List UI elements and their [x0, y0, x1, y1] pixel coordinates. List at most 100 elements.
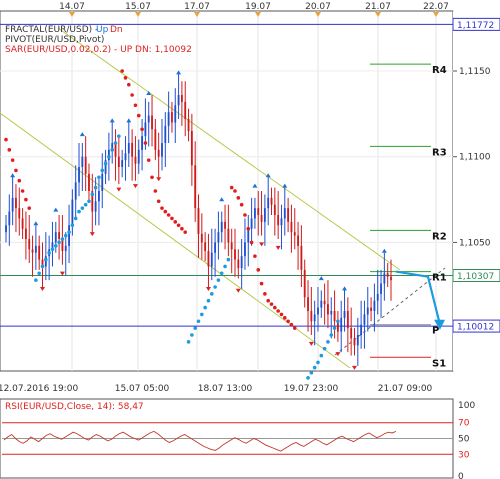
candle-body [177, 95, 180, 106]
candle-body [353, 338, 356, 346]
sar-dot [143, 141, 148, 145]
candle-body [273, 204, 276, 215]
pivot-label: R2 [432, 231, 447, 242]
candle-body [267, 197, 270, 209]
fractal-down-marker [89, 232, 95, 237]
pivot-label: P [432, 326, 439, 337]
sar-dot [44, 257, 48, 262]
fractal-up-marker [252, 183, 258, 188]
sar-dot [273, 305, 277, 310]
rsi-title: RSI(EUR/USD,Close, 14): 58,47 [5, 402, 144, 412]
sar-dots [4, 69, 340, 380]
forecast-arrow [395, 270, 445, 330]
price-label-box [452, 319, 500, 333]
sar-dot [292, 326, 297, 330]
price-label-box [452, 269, 500, 283]
sar-dot [24, 197, 28, 202]
candle-body [171, 112, 173, 123]
candle-body [290, 221, 293, 233]
candle-body [94, 201, 97, 212]
candle-body [71, 199, 74, 226]
sar-dot [34, 278, 38, 282]
candle-body [58, 232, 61, 239]
sar-dot [176, 223, 181, 228]
sar-dot [193, 326, 197, 330]
candle-body [386, 273, 389, 277]
candle-body [380, 283, 382, 294]
sar-dot [63, 233, 68, 238]
bottom-time-label: 15.07 05:00 [115, 384, 170, 394]
fractal-down-marker [59, 271, 65, 276]
sar-dot [40, 264, 45, 269]
price-panel [0, 10, 454, 372]
candle-body [293, 232, 296, 236]
candle-body [297, 235, 299, 246]
rsi-line [3, 430, 397, 452]
candle-body [260, 215, 263, 222]
sar-dot [306, 376, 310, 380]
candle-body [336, 321, 339, 332]
candle-body [270, 197, 273, 205]
candle-body [81, 156, 84, 167]
candle-body [210, 252, 213, 267]
candle-body [11, 197, 14, 212]
candle-body [180, 95, 183, 102]
sar-dot [57, 240, 61, 245]
fractal-up-marker [342, 286, 348, 291]
sar-dot [123, 76, 128, 80]
candle-body [253, 208, 256, 219]
sar-dot [163, 209, 168, 214]
fractal-markers [10, 70, 387, 370]
candle-body [350, 328, 353, 339]
sar-dot [103, 161, 108, 166]
bottom-time-axis: 12.07.2016 19:00 15.07 05:00 18.07 13:00 19… [0, 384, 433, 394]
sar-dot [309, 370, 314, 375]
candle-body [356, 335, 359, 346]
price-labels: 1,11772 1,10307 1,10012 [452, 17, 500, 333]
legend-sar: SAR(EUR/USD,0.02,0.2) - UP DN: 1,10092 [5, 45, 192, 55]
candle-body [227, 228, 230, 243]
candle-body [240, 256, 243, 269]
sar-dot [7, 148, 12, 152]
rsi-tick-label: 100 [458, 401, 475, 411]
candle-body [250, 218, 253, 229]
sar-dot [269, 302, 274, 306]
fractal-up-marker [381, 248, 387, 253]
sar-dot [83, 202, 88, 207]
candle-body [111, 143, 114, 150]
sar-dot [93, 185, 98, 190]
indicator-legend: FRACTAL(EUR/USD) - Up Dn PIVOT(EUR/USD,P… [5, 25, 192, 55]
sar-dot [70, 223, 75, 228]
sar-dot [203, 305, 207, 310]
sar-dot [60, 237, 65, 241]
candle-body [104, 160, 107, 174]
sar-dot [336, 319, 340, 324]
sar-dot [87, 199, 91, 204]
candle-body [127, 143, 130, 154]
candle-body [54, 232, 57, 243]
sar-dot [206, 298, 211, 303]
sar-dot [120, 69, 124, 73]
candle-body [187, 119, 190, 131]
candle-body [154, 129, 157, 150]
candle-body [310, 311, 313, 322]
candle-body [237, 259, 240, 269]
candle-body [373, 300, 376, 311]
candle-body [317, 307, 319, 315]
candle-body [84, 156, 87, 174]
sar-dot [213, 285, 217, 289]
sar-dot [186, 340, 191, 344]
candle-body [31, 249, 34, 253]
candle-body [217, 232, 220, 243]
sar-dot [326, 340, 330, 344]
candle-body [124, 153, 127, 161]
sar-dot [223, 264, 227, 269]
candle-body [207, 251, 210, 267]
top-date-label: 21.07 [365, 2, 391, 12]
candle-body [137, 149, 140, 164]
sar-dot [77, 209, 81, 214]
sar-dot [319, 353, 324, 358]
candle-body [74, 182, 77, 200]
candle-body [41, 259, 44, 267]
